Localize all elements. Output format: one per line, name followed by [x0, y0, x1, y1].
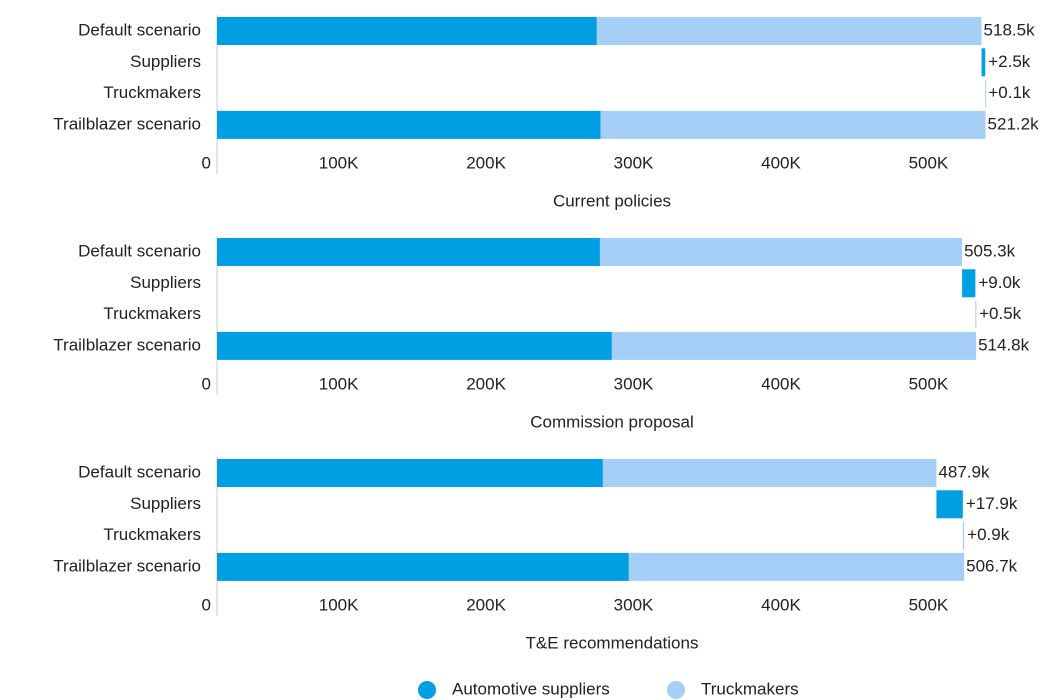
x-tick-label: 400K: [761, 374, 801, 393]
total-label: 506.7k: [966, 556, 1018, 575]
x-tick-label: 400K: [761, 153, 801, 172]
x-axis-label: Current policies: [553, 191, 671, 210]
category-label: Default scenario: [78, 241, 201, 260]
bar-segment: [936, 490, 963, 519]
total-label: 514.8k: [978, 335, 1030, 354]
category-label: Suppliers: [130, 273, 201, 292]
x-tick-label: 0: [202, 595, 211, 614]
legend-swatch: [667, 681, 685, 699]
legend-label: Truckmakers: [701, 679, 799, 698]
bar-segment: [217, 331, 612, 360]
x-tick-label: 100K: [319, 374, 359, 393]
x-tick-label: 500K: [909, 153, 949, 172]
category-label: Truckmakers: [103, 304, 201, 323]
delta-label: +9.0k: [978, 273, 1021, 292]
category-label: Default scenario: [78, 20, 201, 39]
x-tick-label: 200K: [466, 595, 506, 614]
category-label: Trailblazer scenario: [53, 114, 201, 133]
category-label: Suppliers: [130, 494, 201, 513]
bar-segment: [981, 48, 986, 77]
bar-segment: [217, 17, 597, 45]
total-label: 518.5k: [984, 20, 1036, 39]
x-tick-label: 300K: [614, 595, 654, 614]
total-label: 487.9k: [938, 462, 990, 481]
bar-segment: [962, 269, 976, 298]
bar-segment: [962, 521, 965, 550]
delta-label: +0.9k: [967, 525, 1010, 544]
bar-segment: [628, 552, 965, 581]
x-tick-label: 200K: [466, 374, 506, 393]
bar-segment: [596, 17, 982, 45]
delta-label: +0.1k: [988, 83, 1031, 102]
bar-segment: [975, 300, 977, 329]
bar-segment: [611, 331, 977, 360]
legend-label: Automotive suppliers: [452, 679, 610, 698]
bar-segment: [599, 238, 963, 266]
delta-label: +0.5k: [979, 304, 1022, 323]
category-label: Trailblazer scenario: [53, 335, 201, 354]
category-label: Truckmakers: [103, 525, 201, 544]
bar-segment: [985, 79, 987, 108]
x-tick-label: 500K: [909, 595, 949, 614]
delta-label: +2.5k: [988, 52, 1031, 71]
category-label: Truckmakers: [103, 83, 201, 102]
x-tick-label: 0: [202, 153, 211, 172]
bar-segment: [602, 459, 937, 487]
bar-segment: [600, 110, 986, 139]
x-tick-label: 200K: [466, 153, 506, 172]
legend-swatch: [418, 681, 436, 699]
x-tick-label: 400K: [761, 595, 801, 614]
x-tick-label: 300K: [614, 153, 654, 172]
category-label: Default scenario: [78, 462, 201, 481]
total-label: 505.3k: [964, 241, 1016, 260]
x-tick-label: 0: [202, 374, 211, 393]
delta-label: +17.9k: [966, 494, 1018, 513]
bar-segment: [217, 552, 629, 581]
bar-segment: [217, 110, 601, 139]
x-axis-label: T&E recommendations: [526, 633, 699, 652]
category-label: Suppliers: [130, 52, 201, 71]
bar-segment: [217, 238, 600, 266]
total-label: 521.2k: [988, 114, 1040, 133]
x-tick-label: 300K: [614, 374, 654, 393]
x-tick-label: 500K: [909, 374, 949, 393]
x-tick-label: 100K: [319, 595, 359, 614]
category-label: Trailblazer scenario: [53, 556, 201, 575]
x-tick-label: 100K: [319, 153, 359, 172]
bar-segment: [217, 459, 603, 487]
x-axis-label: Commission proposal: [530, 412, 693, 431]
